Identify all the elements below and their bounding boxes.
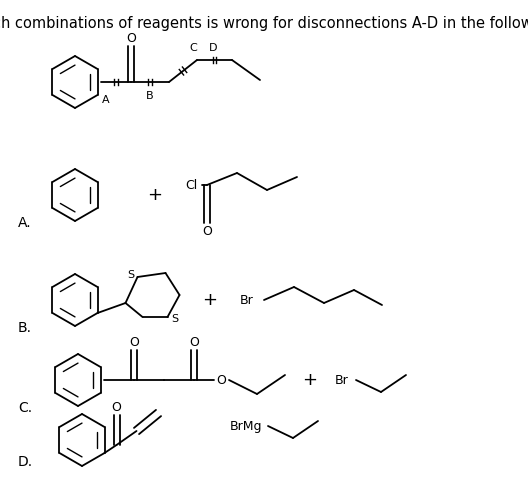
- Text: +: +: [147, 186, 163, 204]
- Text: B.: B.: [18, 321, 32, 335]
- Text: Br: Br: [335, 374, 349, 386]
- Text: Br: Br: [240, 294, 254, 307]
- Text: C: C: [189, 43, 197, 53]
- Text: O: O: [202, 225, 212, 238]
- Text: C.: C.: [18, 401, 32, 415]
- Text: O: O: [111, 400, 121, 414]
- Text: D.: D.: [18, 455, 33, 469]
- Text: S: S: [171, 314, 178, 324]
- Text: O: O: [189, 335, 199, 348]
- Text: O: O: [126, 32, 136, 45]
- Text: +: +: [203, 291, 218, 309]
- Text: A: A: [102, 95, 110, 105]
- Text: BrMg: BrMg: [230, 419, 262, 433]
- Text: +: +: [303, 371, 317, 389]
- Text: A.: A.: [18, 216, 32, 230]
- Text: Which combinations of reagents is wrong for disconnections A-D in the following?: Which combinations of reagents is wrong …: [0, 16, 528, 31]
- Text: O: O: [129, 335, 139, 348]
- Text: Cl: Cl: [185, 178, 197, 191]
- Text: D: D: [209, 43, 217, 53]
- Text: B: B: [146, 91, 154, 101]
- Text: S: S: [127, 270, 134, 280]
- Text: O: O: [216, 374, 226, 386]
